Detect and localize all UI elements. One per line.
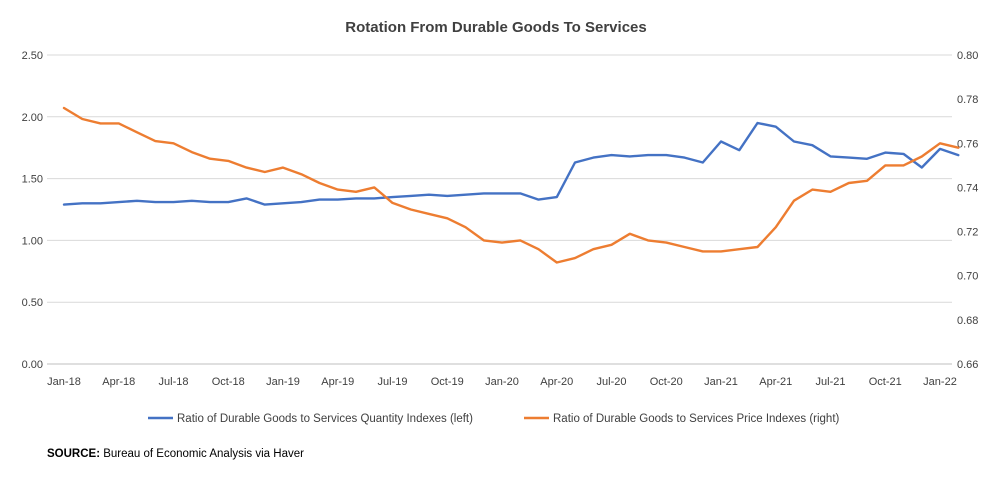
source-note: SOURCE: Bureau of Economic Analysis via … [47,448,304,460]
x-tick-label: Apr-21 [759,376,792,388]
x-tick-label: Jul-19 [378,376,408,388]
legend: Ratio of Durable Goods to Services Quant… [148,413,840,425]
gridlines [47,54,952,365]
legend-label: Ratio of Durable Goods to Services Quant… [177,413,473,425]
source-text: Bureau of Economic Analysis via Haver [103,448,304,460]
right-tick-label: 0.74 [957,182,978,194]
right-tick-label: 0.72 [957,227,978,239]
left-axis: 0.00 0.50 1.00 1.50 2.00 2.50 [22,50,43,371]
right-tick-label: 0.76 [957,138,978,150]
x-tick-label: Apr-19 [321,376,354,388]
x-axis: Jan-18 Apr-18 Jul-18 Oct-18 Jan-19 Apr-19 Jul-… [47,376,957,388]
x-tick-label: Jul-20 [597,376,627,388]
right-tick-label: 0.80 [957,50,978,62]
price-ratio-line [62,106,960,264]
left-tick-label: 2.00 [22,112,43,124]
chart-title: Rotation From Durable Goods To Services [345,19,646,36]
legend-label: Ratio of Durable Goods to Services Price… [553,413,840,425]
left-tick-label: 1.50 [22,174,43,186]
x-tick-label: Apr-18 [102,376,135,388]
x-tick-label: Jan-21 [704,376,738,388]
series-lines [62,106,960,264]
x-tick-label: Jul-18 [159,376,189,388]
x-tick-label: Oct-18 [212,376,245,388]
x-tick-label: Jul-21 [816,376,846,388]
left-tick-label: 0.50 [22,297,43,309]
right-tick-label: 0.70 [957,271,978,283]
x-tick-label: Jan-20 [485,376,519,388]
right-axis: 0.66 0.68 0.70 0.72 0.74 0.76 0.78 0.80 [957,50,978,371]
right-tick-label: 0.66 [957,359,978,371]
x-tick-label: Jan-18 [47,376,81,388]
x-tick-label: Apr-20 [540,376,573,388]
x-tick-label: Oct-21 [869,376,902,388]
right-tick-label: 0.78 [957,94,978,106]
x-tick-label: Jan-22 [923,376,957,388]
right-tick-label: 0.68 [957,315,978,327]
x-tick-label: Jan-19 [266,376,300,388]
left-tick-label: 1.00 [22,235,43,247]
x-tick-label: Oct-20 [650,376,683,388]
quantity-ratio-line [62,121,960,206]
x-tick-label: Oct-19 [431,376,464,388]
source-label: SOURCE: [47,448,101,460]
left-tick-label: 0.00 [22,359,43,371]
left-tick-label: 2.50 [22,50,43,62]
